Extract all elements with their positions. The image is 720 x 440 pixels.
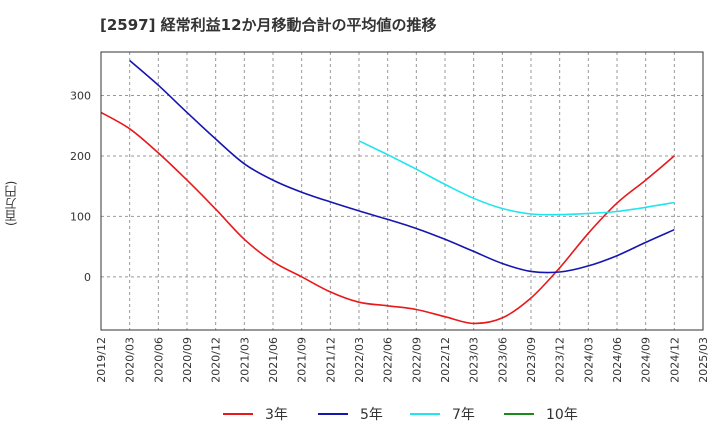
x-tick-label: 2024/06 [611,337,624,383]
x-tick-label: 2023/12 [554,337,567,383]
x-tick-label: 2022/03 [353,337,366,383]
x-tick-label: 2025/03 [697,337,710,383]
plot-frame [100,51,704,331]
x-tick-label: 2023/09 [525,337,538,383]
x-tick-label: 2024/09 [640,337,653,383]
x-tick-label: 2020/06 [152,337,165,383]
x-tick-label: 2022/12 [439,337,452,383]
legend-label: 3年 [265,407,288,423]
axis-labels: 0 100 200 300 2019/12 2020/03 2020/06 2020/09 20… [70,90,710,383]
x-tick-label: 2024/03 [582,337,595,383]
x-tick-label: 2021/09 [296,337,309,383]
x-tick-label: 2023/03 [468,337,481,383]
x-tick-label: 2020/09 [181,337,194,383]
legend-label: 10年 [546,407,578,423]
grid [101,52,703,330]
x-tick-label: 2023/06 [496,337,509,383]
x-tick-label: 2019/12 [95,337,108,383]
legend-label: 7年 [452,407,475,423]
chart-title: [2597] 経常利益12か月移動合計の平均値の推移 [100,16,437,34]
x-tick-label: 2022/09 [410,337,423,383]
legend-label: 5年 [360,407,383,423]
y-tick-label: 300 [70,90,91,103]
series-line-0 [100,111,675,325]
y-tick-label: 100 [70,210,91,223]
series-lines [100,59,675,325]
x-tick-label: 2020/03 [124,337,137,383]
series-line-1 [129,59,675,274]
x-tick-label: 2021/12 [324,337,337,383]
legend: 3年 5年 7年 10年 [223,407,578,423]
y-tick-label: 0 [84,271,91,284]
x-tick-label: 2022/06 [382,337,395,383]
x-tick-label: 2021/03 [238,337,251,383]
x-tick-label: 2024/12 [668,337,681,383]
x-tick-label: 2021/06 [267,337,280,383]
y-tick-label: 200 [70,150,91,163]
x-tick-label: 2020/12 [210,337,223,383]
series-line-2 [358,140,675,216]
